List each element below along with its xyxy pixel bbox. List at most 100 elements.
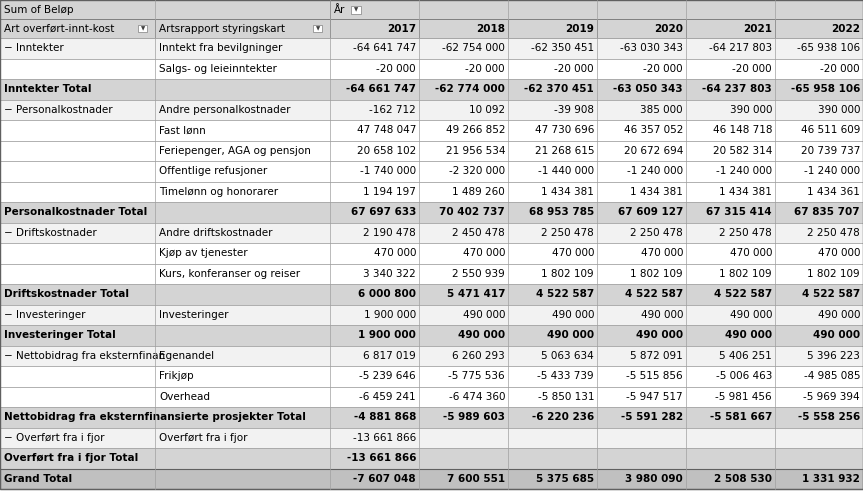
Text: -6 220 236: -6 220 236 xyxy=(532,412,594,422)
Text: 5 063 634: 5 063 634 xyxy=(541,351,594,361)
Text: -5 850 131: -5 850 131 xyxy=(538,392,594,402)
Text: − Driftskostnader: − Driftskostnader xyxy=(4,228,97,238)
Text: ▼: ▼ xyxy=(141,26,145,31)
Text: 46 357 052: 46 357 052 xyxy=(624,125,683,135)
Text: Kurs, konferanser og reiser: Kurs, konferanser og reiser xyxy=(159,269,300,279)
Bar xyxy=(330,0,863,19)
Text: 67 697 633: 67 697 633 xyxy=(350,207,416,217)
Text: 20 739 737: 20 739 737 xyxy=(801,146,860,156)
Text: Art overført-innt-kost: Art overført-innt-kost xyxy=(4,24,115,33)
Text: -20 000: -20 000 xyxy=(376,64,416,74)
Bar xyxy=(0,0,330,19)
Text: 2 250 478: 2 250 478 xyxy=(630,228,683,238)
Bar xyxy=(0,182,863,202)
Bar xyxy=(686,19,775,38)
Text: 1 434 361: 1 434 361 xyxy=(807,187,860,197)
Text: 20 672 694: 20 672 694 xyxy=(624,146,683,156)
Bar xyxy=(0,79,863,100)
Text: -5 006 463: -5 006 463 xyxy=(715,371,772,381)
Text: År: År xyxy=(334,4,345,15)
Bar xyxy=(155,19,330,38)
Text: 21 956 534: 21 956 534 xyxy=(445,146,505,156)
Text: Andre driftskostnader: Andre driftskostnader xyxy=(159,228,273,238)
Text: − Nettobidrag fra eksternfinan: − Nettobidrag fra eksternfinan xyxy=(4,351,165,361)
Text: 70 402 737: 70 402 737 xyxy=(439,207,505,217)
Text: Artsrapport styringskart: Artsrapport styringskart xyxy=(159,24,285,33)
Bar xyxy=(0,468,863,489)
Text: 4 522 587: 4 522 587 xyxy=(714,289,772,299)
Text: 3 980 090: 3 980 090 xyxy=(626,474,683,484)
Text: 6 260 293: 6 260 293 xyxy=(452,351,505,361)
Text: Overhead: Overhead xyxy=(159,392,210,402)
Text: 20 582 314: 20 582 314 xyxy=(713,146,772,156)
Text: ▼: ▼ xyxy=(316,26,320,31)
Bar xyxy=(0,222,863,243)
Text: -20 000: -20 000 xyxy=(821,64,860,74)
Text: Driftskostnader Total: Driftskostnader Total xyxy=(4,289,129,299)
Text: − Overført fra i fjor: − Overført fra i fjor xyxy=(4,433,104,443)
Bar xyxy=(0,19,155,38)
Text: Overført fra i fjor: Overført fra i fjor xyxy=(159,433,248,443)
Text: -65 938 106: -65 938 106 xyxy=(797,43,860,53)
Bar xyxy=(0,386,863,407)
Text: 470 000: 470 000 xyxy=(551,248,594,258)
Text: 5 396 223: 5 396 223 xyxy=(807,351,860,361)
Text: 49 266 852: 49 266 852 xyxy=(445,125,505,135)
Bar xyxy=(351,5,361,13)
Text: 2021: 2021 xyxy=(743,24,772,33)
Text: Timelønn og honorarer: Timelønn og honorarer xyxy=(159,187,278,197)
Text: -1 240 000: -1 240 000 xyxy=(627,166,683,176)
Text: 470 000: 470 000 xyxy=(729,248,772,258)
Text: 47 730 696: 47 730 696 xyxy=(534,125,594,135)
Text: -64 217 803: -64 217 803 xyxy=(709,43,772,53)
Bar xyxy=(0,304,863,325)
Bar xyxy=(0,100,863,120)
Text: 47 748 047: 47 748 047 xyxy=(356,125,416,135)
Text: 2 450 478: 2 450 478 xyxy=(452,228,505,238)
Bar xyxy=(330,19,419,38)
Text: -5 591 282: -5 591 282 xyxy=(620,412,683,422)
Text: -20 000: -20 000 xyxy=(644,64,683,74)
Text: Overført fra i fjor Total: Overført fra i fjor Total xyxy=(4,453,138,463)
Text: -20 000: -20 000 xyxy=(554,64,594,74)
Text: − Personalkostnader: − Personalkostnader xyxy=(4,105,113,115)
Text: 1 434 381: 1 434 381 xyxy=(541,187,594,197)
Text: 2018: 2018 xyxy=(476,24,505,33)
Text: 490 000: 490 000 xyxy=(817,310,860,320)
Text: -63 050 343: -63 050 343 xyxy=(614,84,683,94)
Text: -7 607 048: -7 607 048 xyxy=(353,474,416,484)
Bar xyxy=(0,202,863,222)
Text: -62 370 451: -62 370 451 xyxy=(524,84,594,94)
Text: 67 835 707: 67 835 707 xyxy=(794,207,860,217)
Text: -5 558 256: -5 558 256 xyxy=(797,412,860,422)
Text: 1 900 000: 1 900 000 xyxy=(358,330,416,340)
Text: -13 661 866: -13 661 866 xyxy=(347,453,416,463)
Text: 1 194 197: 1 194 197 xyxy=(363,187,416,197)
Text: -62 774 000: -62 774 000 xyxy=(435,84,505,94)
Text: 5 471 417: 5 471 417 xyxy=(446,289,505,299)
Text: 2019: 2019 xyxy=(565,24,594,33)
Text: -20 000: -20 000 xyxy=(733,64,772,74)
Bar xyxy=(0,325,863,346)
Bar xyxy=(0,346,863,366)
Text: 4 522 587: 4 522 587 xyxy=(536,289,594,299)
Text: 1 434 381: 1 434 381 xyxy=(719,187,772,197)
Bar xyxy=(0,38,863,58)
Bar xyxy=(597,19,686,38)
Text: 490 000: 490 000 xyxy=(551,310,594,320)
Bar xyxy=(0,140,863,161)
Text: 2 250 478: 2 250 478 xyxy=(541,228,594,238)
Bar xyxy=(0,120,863,140)
Text: 2022: 2022 xyxy=(831,24,860,33)
Text: Frikjøp: Frikjøp xyxy=(159,371,193,381)
Bar xyxy=(419,19,508,38)
Bar xyxy=(0,161,863,182)
Text: 67 609 127: 67 609 127 xyxy=(618,207,683,217)
Text: Egenandel: Egenandel xyxy=(159,351,214,361)
Text: 470 000: 470 000 xyxy=(374,248,416,258)
Text: -162 712: -162 712 xyxy=(369,105,416,115)
Text: Offentlige refusjoner: Offentlige refusjoner xyxy=(159,166,268,176)
Text: -2 320 000: -2 320 000 xyxy=(449,166,505,176)
Text: -1 240 000: -1 240 000 xyxy=(716,166,772,176)
Bar xyxy=(0,58,863,79)
